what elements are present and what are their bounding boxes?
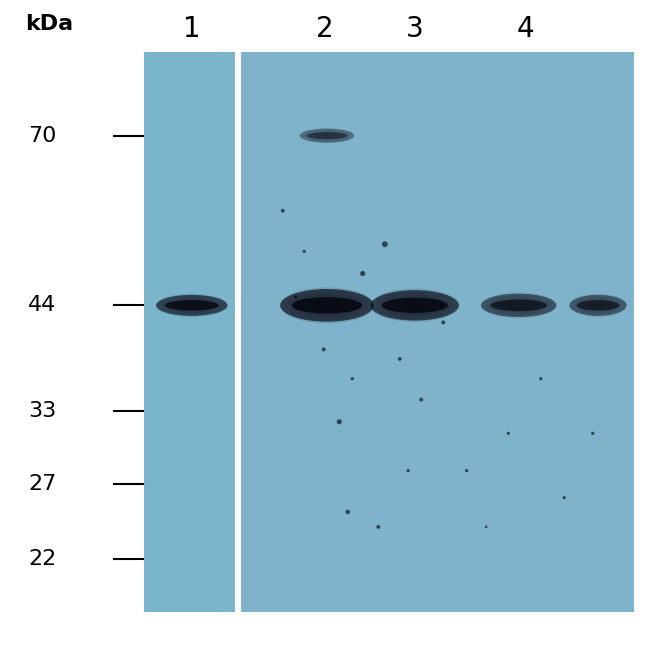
Ellipse shape <box>156 294 228 317</box>
Ellipse shape <box>306 132 347 139</box>
Ellipse shape <box>300 128 354 144</box>
Ellipse shape <box>286 289 368 321</box>
Circle shape <box>376 525 380 529</box>
Circle shape <box>281 209 285 213</box>
Ellipse shape <box>491 296 547 315</box>
Text: 70: 70 <box>28 125 57 146</box>
Ellipse shape <box>393 297 437 314</box>
Ellipse shape <box>298 294 356 317</box>
Ellipse shape <box>481 294 556 317</box>
Text: kDa: kDa <box>25 14 73 34</box>
Circle shape <box>346 510 350 514</box>
Ellipse shape <box>165 296 218 314</box>
Text: 27: 27 <box>28 474 57 494</box>
Ellipse shape <box>304 296 350 315</box>
Ellipse shape <box>280 287 374 324</box>
Text: 44: 44 <box>28 295 57 315</box>
Circle shape <box>465 469 468 472</box>
Circle shape <box>441 320 445 324</box>
Text: 33: 33 <box>28 400 57 421</box>
Ellipse shape <box>156 295 228 316</box>
Circle shape <box>539 377 542 380</box>
Circle shape <box>563 496 566 499</box>
Ellipse shape <box>491 300 547 311</box>
Circle shape <box>507 432 510 435</box>
Ellipse shape <box>165 300 218 311</box>
Circle shape <box>407 469 410 472</box>
Ellipse shape <box>376 291 454 320</box>
Ellipse shape <box>481 292 556 318</box>
Bar <box>240 52 634 612</box>
Text: 4: 4 <box>516 15 534 44</box>
Ellipse shape <box>577 300 619 311</box>
Circle shape <box>303 250 306 253</box>
Ellipse shape <box>486 294 552 317</box>
Ellipse shape <box>569 294 627 317</box>
Ellipse shape <box>280 289 374 322</box>
Ellipse shape <box>292 292 362 319</box>
Ellipse shape <box>382 292 448 318</box>
Ellipse shape <box>170 298 214 313</box>
Ellipse shape <box>577 296 619 314</box>
Circle shape <box>337 419 342 424</box>
Ellipse shape <box>495 297 542 313</box>
Circle shape <box>592 432 595 435</box>
Ellipse shape <box>370 289 459 322</box>
Ellipse shape <box>292 297 362 313</box>
Text: 22: 22 <box>28 549 57 569</box>
Ellipse shape <box>300 129 354 142</box>
Circle shape <box>419 398 423 402</box>
Circle shape <box>360 271 365 276</box>
Ellipse shape <box>573 295 623 316</box>
Ellipse shape <box>382 298 448 313</box>
Circle shape <box>398 357 402 361</box>
Ellipse shape <box>569 295 627 316</box>
Text: 3: 3 <box>406 15 424 44</box>
Ellipse shape <box>161 295 223 316</box>
Circle shape <box>322 348 326 352</box>
Circle shape <box>485 526 488 528</box>
Circle shape <box>382 241 387 247</box>
Circle shape <box>294 296 298 299</box>
Text: 1: 1 <box>183 15 201 44</box>
Bar <box>144 52 235 612</box>
Ellipse shape <box>387 295 443 316</box>
Ellipse shape <box>303 129 351 142</box>
Circle shape <box>351 377 354 380</box>
Ellipse shape <box>370 290 459 320</box>
Text: 2: 2 <box>316 15 334 44</box>
